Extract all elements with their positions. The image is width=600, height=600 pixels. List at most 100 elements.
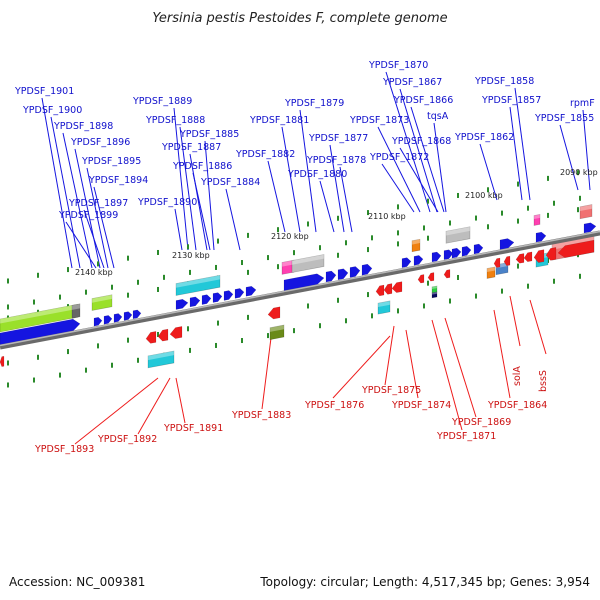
gene-arrow-forward — [132, 309, 142, 320]
gene-label-fwd[interactable]: YPDSF_1873 — [349, 115, 409, 126]
gene-arrow-reverse — [545, 247, 557, 261]
gene-label-fwd[interactable]: YPDSF_1880 — [287, 169, 347, 180]
leader-line-forward — [377, 126, 421, 213]
leader-line-forward — [225, 188, 241, 251]
gene-arrow-reverse — [391, 281, 403, 293]
gene-label-fwd[interactable]: YPDSF_1888 — [145, 115, 205, 126]
cog-block-sheen — [282, 260, 294, 267]
cog-block — [91, 294, 113, 311]
gene-label-fwd[interactable]: YPDSF_1867 — [382, 77, 442, 88]
gene-arrow-forward — [201, 294, 212, 305]
gene-label-fwd[interactable]: YPDSF_1894 — [88, 175, 148, 186]
gene-label-rev[interactable]: YPDSF_1874 — [391, 400, 451, 411]
summary-text: Topology: circular; Length: 4,517,345 bp… — [259, 575, 590, 589]
gene-arrow-forward — [189, 296, 201, 308]
map-title: Yersinia pestis Pestoides F, complete ge… — [152, 11, 447, 26]
gene-label-rev[interactable]: YPDSF_1869 — [451, 417, 511, 428]
leader-line-forward — [65, 221, 97, 269]
cog-block — [269, 324, 285, 341]
leader-line-forward — [582, 109, 591, 191]
gene-arrows — [0, 222, 597, 367]
cog-block — [579, 204, 593, 220]
cog-block — [291, 254, 325, 273]
leader-line-forward — [299, 109, 317, 233]
gene-label-fwd[interactable]: YPDSF_1884 — [200, 177, 260, 188]
gene-label-rev[interactable]: YPDSF_1892 — [97, 434, 157, 445]
gene-label-fwd[interactable]: YPDSF_1895 — [81, 156, 141, 167]
gene-label-fwd[interactable]: YPDSF_1898 — [53, 121, 113, 132]
leader-line-reverse — [384, 325, 395, 386]
gene-label-fwd[interactable]: YPDSF_1897 — [68, 198, 128, 209]
gene-arrow-forward — [361, 263, 373, 276]
gene-label-rev[interactable]: YPDSF_1893 — [34, 444, 94, 455]
gene-label-rev[interactable]: solA — [512, 366, 523, 386]
leader-lines — [41, 71, 591, 445]
gene-label-fwd[interactable]: YPDSF_1900 — [22, 105, 82, 116]
leader-line-reverse — [509, 295, 521, 347]
gene-label-fwd[interactable]: YPDSF_1890 — [137, 197, 197, 208]
gene-arrow-forward — [223, 290, 234, 301]
gene-label-fwd[interactable]: YPDSF_1882 — [235, 149, 295, 160]
leader-line-forward — [399, 88, 438, 213]
leader-line-forward — [174, 208, 183, 251]
leader-line-forward — [267, 160, 286, 233]
gene-label-fwd[interactable]: YPDSF_1879 — [284, 98, 344, 109]
gene-arrow-reverse — [443, 269, 451, 279]
gene-arrow-forward — [325, 270, 337, 283]
leader-line-reverse — [493, 309, 511, 399]
cog-block-sheen — [580, 204, 592, 211]
scale-labels: 2140 kbp 2130 kbp 2120 kbp 2110 kbp 2100… — [75, 168, 598, 277]
gene-label-fwd[interactable]: YPDSF_1855 — [534, 113, 594, 124]
gene-arrow-forward — [175, 299, 189, 310]
leader-line-forward — [339, 166, 353, 233]
gene-label-rev[interactable]: YPDSF_1871 — [436, 431, 496, 442]
gene-label-fwd[interactable]: YPDSF_1868 — [391, 136, 451, 147]
gene-arrow-forward — [535, 231, 547, 243]
leader-line-forward — [410, 106, 445, 213]
cog-block-sheen — [412, 239, 420, 245]
leader-line-forward — [381, 163, 415, 213]
leader-line-forward — [479, 143, 498, 201]
gene-label-fwd[interactable]: YPDSF_1872 — [369, 152, 429, 163]
gene-label-fwd[interactable]: YPDSF_1858 — [474, 76, 534, 87]
leader-line-forward — [86, 167, 109, 269]
gene-label-fwd[interactable]: YPDSF_1886 — [172, 161, 232, 172]
gene-label-fwd[interactable]: YPDSF_1885 — [179, 129, 239, 140]
gene-arrow-reverse — [0, 355, 5, 367]
gene-arrow-forward — [212, 292, 223, 303]
gene-label-fwd[interactable]: YPDSF_1878 — [306, 155, 366, 166]
gene-label-rev[interactable]: YPDSF_1891 — [163, 423, 223, 434]
gene-label-rev[interactable]: bssS — [538, 370, 549, 392]
gene-label-fwd[interactable]: YPDSF_1899 — [58, 210, 118, 221]
gene-label-fwd[interactable]: rpmF — [570, 98, 595, 109]
cog-block — [411, 238, 421, 253]
gene-arrow-forward — [443, 249, 454, 260]
gene-label-rev[interactable]: YPDSF_1875 — [361, 385, 421, 396]
leader-line-forward — [319, 180, 335, 233]
gene-label-fwd[interactable]: YPDSF_1881 — [249, 115, 309, 126]
gene-arrow-forward — [337, 268, 349, 281]
scale-label-2110: 2110 kbp — [368, 212, 406, 221]
gene-label-fwd[interactable]: YPDSF_1857 — [481, 95, 541, 106]
gene-label-fwd[interactable]: YPDSF_1877 — [308, 133, 368, 144]
gene-arrow-reverse — [267, 306, 281, 320]
gene-label-fwd[interactable]: YPDSF_1870 — [368, 60, 428, 71]
gene-label-rev[interactable]: YPDSF_1864 — [487, 400, 547, 411]
gene-label-fwd[interactable]: YPDSF_1887 — [161, 142, 221, 153]
scale-label-2120: 2120 kbp — [271, 232, 309, 241]
gene-label-fwd[interactable]: YPDSF_1901 — [14, 86, 74, 97]
leader-line-forward — [62, 132, 93, 269]
gene-label-fwd[interactable]: YPDSF_1866 — [393, 95, 453, 106]
gene-arrow-reverse — [427, 272, 435, 282]
gene-arrow-reverse — [145, 331, 157, 344]
gene-label-fwd[interactable]: YPDSF_1862 — [454, 132, 514, 143]
gene-label-fwd[interactable]: YPDSF_1896 — [70, 137, 130, 148]
cog-block-sheen — [92, 294, 112, 303]
gene-arrow-forward — [103, 315, 113, 325]
gene-arrow-forward — [93, 317, 103, 327]
gene-label-fwd[interactable]: YPDSF_1889 — [132, 96, 192, 107]
gene-label-fwd[interactable]: tqsA — [427, 111, 449, 122]
gene-label-rev[interactable]: YPDSF_1883 — [231, 410, 291, 421]
gene-label-rev[interactable]: YPDSF_1876 — [304, 400, 364, 411]
